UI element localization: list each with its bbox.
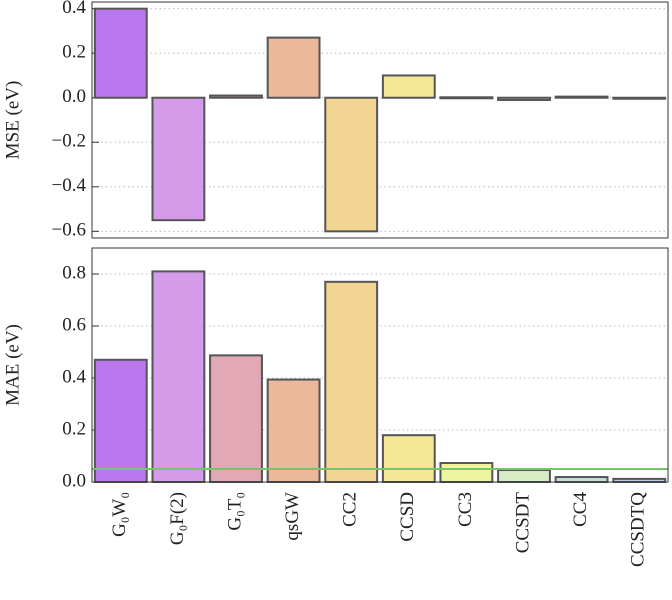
y-tick-label: 0.4: [62, 0, 86, 18]
y-tick-label: −0.6: [52, 220, 86, 241]
x-tick-label: CC4: [570, 492, 591, 527]
x-tick-label: CCSD: [397, 492, 418, 542]
bar: [554, 476, 609, 483]
y-axis-label: MAE (eV): [2, 324, 23, 406]
bar: [497, 469, 551, 484]
x-tick-label: G₀F(2): [167, 492, 188, 545]
bar: [151, 270, 206, 483]
y-tick-label: 0.4: [62, 366, 86, 387]
bar: [554, 95, 609, 99]
y-tick-label: 0.0: [62, 470, 86, 491]
y-axis-label: MSE (eV): [2, 81, 23, 160]
plot-frame: [91, 247, 669, 483]
bar: [497, 96, 551, 101]
bar: [439, 462, 494, 483]
bar: [93, 358, 148, 483]
bar: [612, 96, 667, 100]
bar: [381, 74, 436, 99]
x-tick-label: qsGW: [282, 492, 303, 541]
x-tick-label: CC2: [340, 492, 361, 527]
x-tick-label: CCSDTQ: [628, 492, 649, 567]
x-tick-label: CCSDT: [512, 492, 533, 554]
y-tick-label: 0.6: [62, 314, 86, 335]
bar: [439, 96, 494, 100]
bar: [266, 36, 321, 99]
bar: [381, 434, 436, 484]
y-tick-label: 0.8: [62, 262, 86, 283]
bar: [151, 96, 206, 222]
plot-frame: [91, 1, 669, 239]
bar: [266, 378, 321, 483]
bar: [324, 96, 379, 233]
bar: [93, 7, 148, 99]
y-tick-label: 0.2: [62, 418, 86, 439]
x-tick-label: CC3: [455, 492, 476, 527]
x-tick-label: G₀T₀: [224, 492, 245, 531]
bar: [209, 94, 263, 99]
y-tick-label: −0.2: [52, 131, 86, 152]
y-tick-label: −0.4: [52, 175, 87, 196]
bar: [209, 354, 263, 484]
y-tick-label: 0.0: [62, 86, 86, 107]
bar: [324, 280, 379, 483]
x-tick-label: G₀W₀: [109, 492, 130, 537]
y-tick-label: 0.2: [62, 42, 86, 63]
